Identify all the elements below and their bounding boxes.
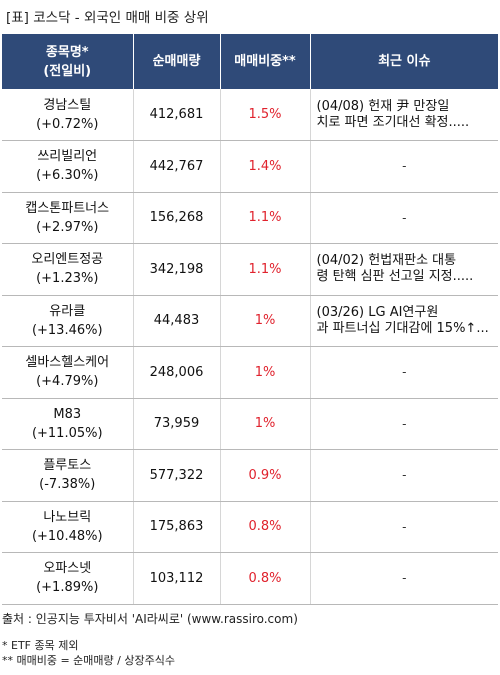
recent-issue: (04/02) 헌법재판소 대통 령 탄핵 심판 선고일 지정..... xyxy=(310,243,498,296)
trade-ratio: 1% xyxy=(220,346,311,399)
issue-line2: 령 탄핵 심판 선고일 지정..... xyxy=(316,269,474,285)
stock-change: (+1.23%) xyxy=(36,271,99,287)
stock-name-cell: 경남스틸 (+0.72%) xyxy=(2,89,134,141)
stock-change: (+0.72%) xyxy=(36,116,99,132)
table-row: 캡스톤파트너스 (+2.97%) 156,268 1.1% - xyxy=(2,192,498,244)
table-row: 쓰리빌리언 (+6.30%) 442,767 1.4% - xyxy=(2,140,498,193)
recent-issue: (03/26) LG AI연구원 과 파트너십 기대감에 15%↑... xyxy=(310,295,498,347)
trade-ratio: 1.5% xyxy=(220,89,311,141)
stock-name-cell: 나노브릭 (+10.48%) xyxy=(2,501,134,553)
header-name-line2: (전일비) xyxy=(43,63,92,79)
stock-change: (+2.97%) xyxy=(36,219,99,235)
net-volume: 577,322 xyxy=(133,449,221,502)
table-row: 셀바스헬스케어 (+4.79%) 248,006 1% - xyxy=(2,346,498,399)
stock-name-cell: 캡스톤파트너스 (+2.97%) xyxy=(2,192,134,244)
table-row: 유라클 (+13.46%) 44,483 1% (03/26) LG AI연구원 과 파트… xyxy=(2,295,498,347)
trade-ratio: 0.8% xyxy=(220,552,311,605)
stock-name: 경남스틸 xyxy=(43,97,92,113)
issue-line1: (04/08) 헌재 尹 만장일 xyxy=(316,98,450,114)
stock-change: (+13.46%) xyxy=(31,322,103,338)
stock-name: M83 xyxy=(53,406,82,422)
recent-issue-empty: - xyxy=(310,140,498,193)
trade-ratio: 1.1% xyxy=(220,243,311,296)
footnote-ratio: ** 매매비중 = 순매매량 / 상장주식수 xyxy=(2,654,175,667)
stock-change: (-7.38%) xyxy=(39,477,96,493)
stock-name: 나노브릭 xyxy=(43,509,92,525)
net-volume: 248,006 xyxy=(133,346,221,399)
net-volume: 412,681 xyxy=(133,89,221,141)
stock-name: 쓰리빌리언 xyxy=(37,149,98,165)
recent-issue-empty: - xyxy=(310,346,498,399)
net-volume: 103,112 xyxy=(133,552,221,605)
header-name: 종목명* (전일비) xyxy=(2,34,134,89)
recent-issue: (04/08) 헌재 尹 만장일 치로 파면 조기대선 확정..... xyxy=(310,89,498,141)
trade-ratio: 0.8% xyxy=(220,501,311,553)
stock-name: 플루토스 xyxy=(43,458,92,474)
recent-issue-empty: - xyxy=(310,552,498,605)
header-issue: 최근 이슈 xyxy=(310,34,498,89)
stock-change: (+4.79%) xyxy=(36,374,99,390)
stock-name: 셀바스헬스케어 xyxy=(25,355,110,371)
stock-name-cell: 셀바스헬스케어 (+4.79%) xyxy=(2,346,134,399)
net-volume: 44,483 xyxy=(133,295,221,347)
footnote-etf: * ETF 종목 제외 xyxy=(2,639,79,652)
header-name-line1: 종목명* xyxy=(45,44,89,60)
net-volume: 442,767 xyxy=(133,140,221,193)
stock-name-cell: 오리엔트정공 (+1.23%) xyxy=(2,243,134,296)
stock-name: 유라클 xyxy=(49,303,86,319)
stock-change: (+11.05%) xyxy=(31,425,103,441)
trade-ratio: 1% xyxy=(220,398,311,450)
recent-issue-empty: - xyxy=(310,192,498,244)
issue-line1: (03/26) LG AI연구원 xyxy=(316,304,439,320)
header-volume: 순매매량 xyxy=(133,34,221,89)
net-volume: 175,863 xyxy=(133,501,221,553)
net-volume: 342,198 xyxy=(133,243,221,296)
stock-name-cell: 쓰리빌리언 (+6.30%) xyxy=(2,140,134,193)
source-note: 출처 : 인공지능 투자비서 'AI라씨로' (www.rassiro.com) xyxy=(2,612,298,626)
stock-change: (+6.30%) xyxy=(36,168,99,184)
stock-name-cell: 오파스넷 (+1.89%) xyxy=(2,552,134,605)
stock-change: (+10.48%) xyxy=(31,528,103,544)
page-title: [표] 코스닥 - 외국인 매매 비중 상위 xyxy=(6,10,209,26)
table-row: 플루토스 (-7.38%) 577,322 0.9% - xyxy=(2,449,498,502)
table-header-row: 종목명* (전일비) 순매매량 매매비중** 최근 이슈 xyxy=(2,34,498,89)
recent-issue-empty: - xyxy=(310,501,498,553)
table-row: 나노브릭 (+10.48%) 175,863 0.8% - xyxy=(2,501,498,553)
stock-name: 오파스넷 xyxy=(43,561,92,577)
stock-name-cell: M83 (+11.05%) xyxy=(2,398,134,450)
issue-line1: (04/02) 헌법재판소 대통 xyxy=(316,253,457,269)
net-volume: 73,959 xyxy=(133,398,221,450)
net-volume: 156,268 xyxy=(133,192,221,244)
issue-line2: 과 파트너십 기대감에 15%↑... xyxy=(316,320,489,336)
stock-name: 캡스톤파트너스 xyxy=(25,200,110,216)
issue-line2: 치로 파면 조기대선 확정..... xyxy=(316,114,470,130)
header-ratio: 매매비중** xyxy=(220,34,311,89)
table-row: M83 (+11.05%) 73,959 1% - xyxy=(2,398,498,450)
trade-ratio: 0.9% xyxy=(220,449,311,502)
recent-issue-empty: - xyxy=(310,449,498,502)
recent-issue-empty: - xyxy=(310,398,498,450)
stock-change: (+1.89%) xyxy=(36,580,99,596)
stock-name: 오리엔트정공 xyxy=(31,252,104,268)
trade-ratio: 1.4% xyxy=(220,140,311,193)
foreign-trading-table: 종목명* (전일비) 순매매량 매매비중** 최근 이슈 경남스틸 (+0.72%… xyxy=(2,34,498,605)
table-row: 경남스틸 (+0.72%) 412,681 1.5% (04/08) 헌재 尹 만장일 치… xyxy=(2,89,498,141)
trade-ratio: 1% xyxy=(220,295,311,347)
stock-name-cell: 유라클 (+13.46%) xyxy=(2,295,134,347)
table-row: 오리엔트정공 (+1.23%) 342,198 1.1% (04/02) 헌법재판소 대… xyxy=(2,243,498,296)
stock-name-cell: 플루토스 (-7.38%) xyxy=(2,449,134,502)
trade-ratio: 1.1% xyxy=(220,192,311,244)
table-row: 오파스넷 (+1.89%) 103,112 0.8% - xyxy=(2,552,498,605)
